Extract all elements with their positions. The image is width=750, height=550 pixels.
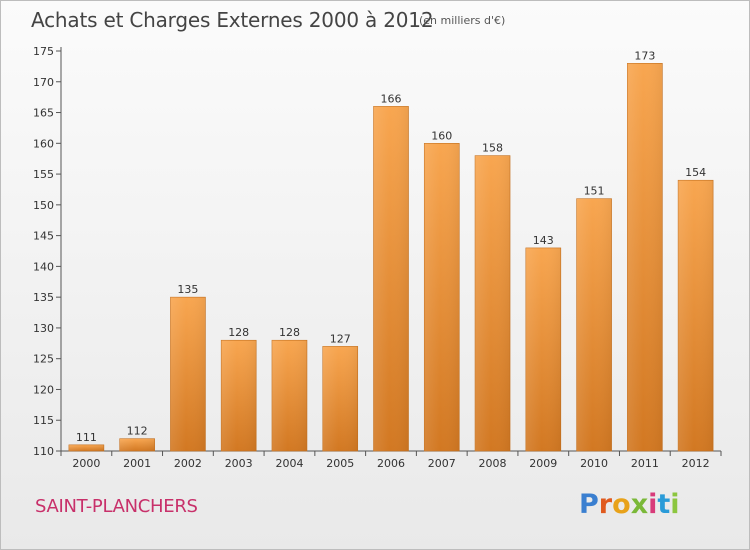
bar-shine xyxy=(424,143,460,452)
logo-letter: o xyxy=(612,489,631,520)
bar-shine xyxy=(170,297,206,451)
x-tick-label: 2011 xyxy=(631,457,659,470)
bar-shine xyxy=(271,340,307,451)
bar-value-label: 151 xyxy=(584,185,605,198)
y-tick-label: 120 xyxy=(33,383,54,396)
x-tick-label: 2005 xyxy=(326,457,354,470)
x-tick-label: 2012 xyxy=(682,457,710,470)
x-axis: 2000 2001 2002 2003 2004 2005 2006 2007 2008 2009… xyxy=(60,450,722,470)
x-tick-label: 2010 xyxy=(580,457,608,470)
x-tick-label: 2000 xyxy=(72,457,100,470)
bar-shine xyxy=(627,63,663,452)
logo-letter: i xyxy=(648,489,658,520)
x-tick-label: 2003 xyxy=(225,457,253,470)
y-tick-label: 130 xyxy=(33,322,54,335)
bar-value-label: 128 xyxy=(279,326,300,339)
y-tick-label: 150 xyxy=(33,199,54,212)
bar-shine xyxy=(678,180,714,451)
y-axis: 110 115 120 125 130 135 140 145 150 155 160 165 170 1… xyxy=(33,45,62,458)
bar-value-label: 128 xyxy=(228,326,249,339)
y-tick-label: 165 xyxy=(33,107,54,120)
bar-shine xyxy=(221,340,257,451)
bar-value-label: 154 xyxy=(685,166,706,179)
y-tick-label: 115 xyxy=(33,414,54,427)
bar-shine xyxy=(322,346,358,451)
bar-value-label: 160 xyxy=(431,129,452,142)
x-tick-label: 2007 xyxy=(428,457,456,470)
bar-value-label: 158 xyxy=(482,142,503,155)
bar-shine xyxy=(475,155,511,451)
y-tick-label: 135 xyxy=(33,291,54,304)
y-tick-label: 155 xyxy=(33,168,54,181)
proxiti-logo: Proxiti xyxy=(579,489,680,520)
bar-shine xyxy=(576,198,612,451)
logo-letter: i xyxy=(670,489,680,520)
y-tick-label: 160 xyxy=(33,137,54,150)
y-tick-label: 170 xyxy=(33,76,54,89)
bar-value-label: 143 xyxy=(533,234,554,247)
y-tick-label: 140 xyxy=(33,260,54,273)
logo-letter: x xyxy=(630,489,649,520)
unit-label: (en milliers d'€) xyxy=(419,14,506,27)
bar-value-label: 111 xyxy=(76,431,97,444)
bar-series: 111 112 135 128 128 127 166 160 158 143 151 173 154 xyxy=(68,49,714,452)
x-tick-label: 2006 xyxy=(377,457,405,470)
x-tick-label: 2008 xyxy=(479,457,507,470)
logo-letter: P xyxy=(579,489,599,520)
bar-shine xyxy=(68,444,104,451)
logo-letter: r xyxy=(598,489,613,520)
bar-value-label: 166 xyxy=(381,92,402,105)
y-tick-label: 125 xyxy=(33,353,54,366)
logo-letter: t xyxy=(657,489,671,520)
bar-value-label: 112 xyxy=(127,425,148,438)
bar-value-label: 173 xyxy=(634,49,655,62)
x-tick-label: 2004 xyxy=(275,457,303,470)
bar-shine xyxy=(525,247,561,451)
x-tick-label: 2001 xyxy=(123,457,151,470)
chart-title: Achats et Charges Externes 2000 à 2012 xyxy=(31,8,434,32)
bar-shine xyxy=(373,106,409,451)
bar-shine xyxy=(119,438,155,451)
x-tick-label: 2009 xyxy=(529,457,557,470)
y-tick-label: 145 xyxy=(33,230,54,243)
bar-value-label: 127 xyxy=(330,332,351,345)
y-tick-label: 175 xyxy=(33,45,54,58)
bar-value-label: 135 xyxy=(177,283,198,296)
y-tick-label: 110 xyxy=(33,445,54,458)
commune-name: SAINT-PLANCHERS xyxy=(35,496,198,517)
x-tick-label: 2002 xyxy=(174,457,202,470)
